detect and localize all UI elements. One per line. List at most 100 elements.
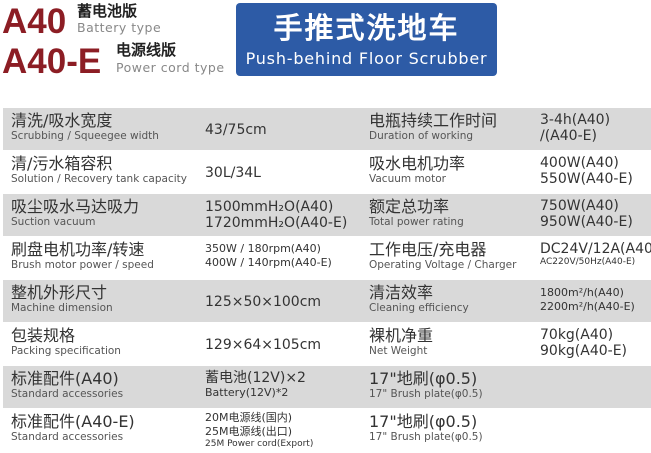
value-line: 30L/34L — [205, 165, 261, 181]
label-en: Scrubbing / Squeegee width — [11, 130, 159, 142]
label-en: Duration of working — [369, 130, 474, 142]
left-value: 蓄电池(12V)×2 Battery(12V)*2 — [205, 366, 306, 412]
value-line: 25M电源线(出口) — [205, 425, 293, 438]
left-label: 清洗/吸水宽度 Scrubbing / Squeegee width — [11, 108, 159, 150]
label-en: Brush motor power / speed — [11, 259, 154, 271]
label-cn: 整机外形尺寸 — [11, 283, 108, 302]
value-line: 2200m²/h(A40-E) — [540, 300, 635, 313]
model-a40e-en: Power cord type — [116, 60, 225, 75]
spec-row: 标准配件(A40-E) Standard accessories 20M电源线(国内… — [3, 409, 651, 451]
right-value: 70kg(A40) 90kg(A40-E) — [540, 323, 627, 369]
value-line: AC220V/50Hz(A40-E) — [540, 257, 636, 267]
label-cn: 电瓶持续工作时间 — [369, 111, 498, 130]
value-line: 1800m²/h(A40) — [540, 286, 624, 299]
label-en: Standard accessories — [11, 431, 124, 443]
label-cn: 清洗/吸水宽度 — [11, 111, 113, 130]
value-line: 400W(A40) — [540, 155, 619, 171]
label-cn: 标准配件(A40) — [11, 369, 119, 388]
label-cn: 刷盘电机功率/转速 — [11, 240, 145, 259]
label-cn: 17"地刷(φ0.5) — [369, 412, 478, 431]
right-label: 额定总功率 Total power rating — [369, 194, 464, 236]
left-label: 标准配件(A40-E) Standard accessories — [11, 409, 135, 451]
right-label: 17"地刷(φ0.5) 17" Brush plate(φ0.5) — [369, 366, 483, 408]
label-cn: 清洁效率 — [369, 283, 434, 302]
label-en: Operating Voltage / Charger — [369, 259, 517, 271]
right-value: 3-4h(A40)/(A40-E) — [540, 108, 610, 154]
title-cn: 手推式洗地车 — [273, 11, 460, 45]
label-en: Machine dimension — [11, 302, 113, 314]
label-en: 17" Brush plate(φ0.5) — [369, 388, 483, 400]
left-label: 刷盘电机功率/转速 Brush motor power / speed — [11, 237, 154, 279]
label-cn: 吸水电机功率 — [369, 154, 466, 173]
label-en: Cleaning efficiency — [369, 302, 469, 314]
value-line: 1500mmH₂O(A40) — [205, 199, 334, 215]
right-value: 750W(A40) 950W(A40-E) — [540, 194, 633, 240]
label-en: 17" Brush plate(φ0.5) — [369, 431, 483, 443]
left-value: 350W / 180rpm(A40) 400W / 140rpm(A40-E) — [205, 237, 332, 284]
spec-row: 整机外形尺寸 Machine dimension 125×50×100cm 清洁效率 C… — [3, 280, 651, 322]
right-value: 1800m²/h(A40) 2200m²/h(A40-E) — [540, 280, 635, 328]
value-line: Battery(12V)*2 — [205, 386, 289, 399]
label-en: Standard accessories — [11, 388, 124, 400]
right-label: 吸水电机功率 Vacuum motor — [369, 151, 465, 193]
label-cn: 工作电压/充电器 — [369, 240, 487, 259]
model-a40-en: Battery type — [77, 20, 162, 35]
left-label: 清/污水箱容积 Solution / Recovery tank capacity — [11, 151, 187, 193]
model-a40e-cn: 电源线版 — [116, 41, 177, 59]
right-label: 裸机净重 Net Weight — [369, 323, 433, 365]
left-value: 1500mmH₂O(A40) 1720mmH₂O(A40-E) — [205, 194, 347, 241]
value-line: 70kg(A40) — [540, 327, 614, 343]
right-label: 电瓶持续工作时间 Duration of working — [369, 108, 497, 150]
spec-row: 包装规格 Packing specification 129×64×105cm 裸机净… — [3, 323, 651, 365]
left-label: 包装规格 Packing specification — [11, 323, 121, 365]
label-en: Net Weight — [369, 345, 428, 357]
label-en: Vacuum motor — [369, 173, 446, 185]
value-line: 400W / 140rpm(A40-E) — [205, 256, 332, 269]
left-value: 43/75cm — [205, 108, 267, 164]
right-value: 400W(A40) 550W(A40-E) — [540, 151, 633, 197]
spec-row: 标准配件(A40) Standard accessories 蓄电池(12V)×2 B… — [3, 366, 651, 408]
value-line: 25M Power cord(Export) — [205, 439, 314, 449]
model-a40e: A40-E — [2, 42, 102, 81]
label-en: Solution / Recovery tank capacity — [11, 173, 187, 185]
value-line: /(A40-E) — [540, 128, 597, 144]
value-line: 1720mmH₂O(A40-E) — [205, 215, 348, 231]
value-line: 3-4h(A40) — [540, 112, 611, 128]
value-line: 750W(A40) — [540, 198, 619, 214]
label-cn: 额定总功率 — [369, 197, 450, 216]
label-cn: 吸尘吸水马达吸力 — [11, 197, 140, 216]
label-cn: 标准配件(A40-E) — [11, 412, 135, 431]
spec-row: 刷盘电机功率/转速 Brush motor power / speed 350W /… — [3, 237, 651, 279]
value-line: 129×64×105cm — [205, 337, 322, 353]
value-line: 350W / 180rpm(A40) — [205, 242, 321, 255]
left-value: 129×64×105cm — [205, 323, 321, 379]
value-line: 90kg(A40-E) — [540, 343, 628, 359]
right-label: 清洁效率 Cleaning efficiency — [369, 280, 469, 322]
value-line: 550W(A40-E) — [540, 171, 633, 187]
value-line: 125×50×100cm — [205, 294, 322, 310]
title-banner: 手推式洗地车 Push-behind Floor Scrubber — [236, 3, 497, 76]
left-value: 125×50×100cm — [205, 280, 321, 336]
value-line: 43/75cm — [205, 122, 267, 138]
label-en: Packing specification — [11, 345, 121, 357]
model-a40: A40 — [2, 2, 67, 41]
label-cn: 17"地刷(φ0.5) — [369, 369, 478, 388]
model-a40-cn: 蓄电池版 — [77, 2, 138, 20]
label-en: Suction vacuum — [11, 216, 96, 228]
title-en: Push-behind Floor Scrubber — [245, 49, 488, 68]
left-value: 30L/34L — [205, 151, 261, 207]
right-value: DC24V/12A(A40) AC220V/50Hz(A40-E) — [540, 237, 651, 283]
label-cn: 包装规格 — [11, 326, 76, 345]
label-en: Total power rating — [369, 216, 464, 228]
value-line: 蓄电池(12V)×2 — [205, 370, 306, 386]
spec-row: 清洗/吸水宽度 Scrubbing / Squeegee width 43/75cm… — [3, 108, 651, 150]
right-label: 工作电压/充电器 Operating Voltage / Charger — [369, 237, 516, 279]
spec-row: 清/污水箱容积 Solution / Recovery tank capacity… — [3, 151, 651, 193]
spec-row: 吸尘吸水马达吸力 Suction vacuum 1500mmH₂O(A40) 1720… — [3, 194, 651, 236]
value-line: DC24V/12A(A40) — [540, 241, 651, 257]
left-label: 标准配件(A40) Standard accessories — [11, 366, 123, 408]
left-value: 20M电源线(国内) 25M电源线(出口) 25M Power cord(Expor… — [205, 409, 313, 453]
value-line: 20M电源线(国内) — [205, 411, 293, 424]
label-cn: 清/污水箱容积 — [11, 154, 113, 173]
right-label: 17"地刷(φ0.5) 17" Brush plate(φ0.5) — [369, 409, 483, 451]
